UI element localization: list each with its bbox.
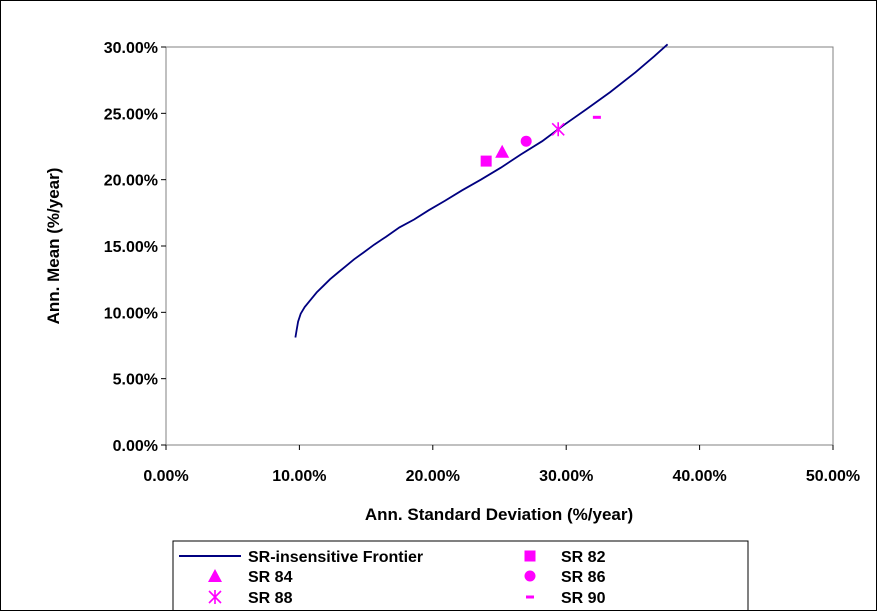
y-tick-label: 30.00% <box>104 40 158 57</box>
y-tick-label: 25.00% <box>104 106 158 123</box>
legend-label: SR 86 <box>561 569 606 586</box>
marker-sr-88 <box>551 122 565 137</box>
y-tick-label: 20.00% <box>104 173 158 190</box>
y-axis-title: Ann. Mean (%/year) <box>44 168 63 325</box>
x-tick-label: 20.00% <box>406 468 460 485</box>
marker-sr-90 <box>592 115 601 119</box>
legend-marker-sr-82 <box>524 550 536 562</box>
y-tick-label: 5.00% <box>113 372 158 389</box>
x-tick-label: 30.00% <box>539 468 593 485</box>
legend-marker-sr-90 <box>526 595 534 599</box>
legend <box>172 540 749 610</box>
x-axis-title: Ann. Standard Deviation (%/year) <box>365 505 633 524</box>
y-tick-label: 15.00% <box>104 239 158 256</box>
x-tick-label: 10.00% <box>272 468 326 485</box>
plot-area <box>165 46 834 446</box>
marker-sr-84 <box>495 144 510 158</box>
legend-label: SR 90 <box>561 590 606 607</box>
legend-label: SR-insensitive Frontier <box>248 549 423 566</box>
y-tick-label: 10.00% <box>104 305 158 322</box>
x-tick-label: 0.00% <box>143 468 188 485</box>
legend-label: SR 84 <box>248 569 293 586</box>
marker-sr-86 <box>520 135 532 147</box>
legend-label: SR 82 <box>561 549 606 566</box>
legend-label: SR 88 <box>248 590 293 607</box>
x-tick-label: 50.00% <box>806 468 860 485</box>
legend-marker-sr-86 <box>524 570 536 582</box>
legend-marker-sr-84 <box>208 569 222 582</box>
y-tick-label: 0.00% <box>113 438 158 455</box>
legend-marker-sr-88 <box>208 590 222 604</box>
x-tick-label: 40.00% <box>672 468 726 485</box>
marker-sr-82 <box>480 155 492 167</box>
frontier-line <box>294 43 669 338</box>
